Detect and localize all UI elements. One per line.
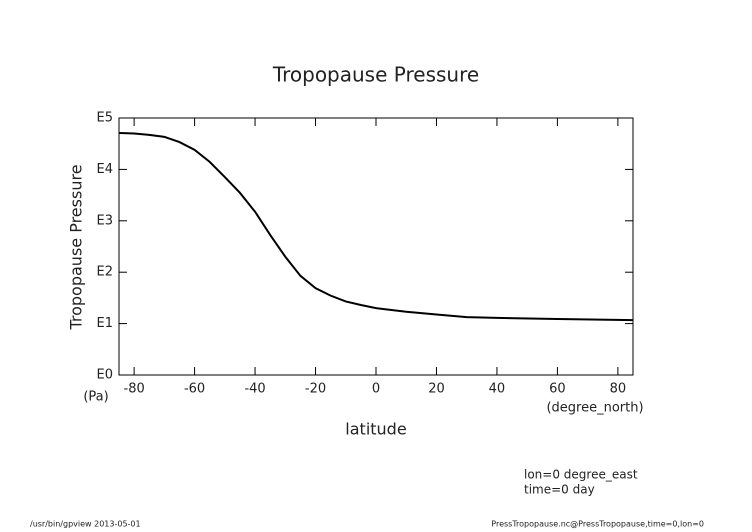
- x-tick-label: -40: [244, 382, 265, 397]
- x-tick-label: 60: [549, 382, 566, 397]
- y-tick-label: E0: [97, 368, 114, 383]
- footer-left: /usr/bin/gpview 2013-05-01: [30, 520, 141, 529]
- x-tick-label: -60: [184, 382, 205, 397]
- x-tick-label: 40: [489, 382, 506, 397]
- y-unit: (Pa): [83, 390, 108, 405]
- plot-frame: [118, 117, 634, 376]
- y-tick-label: E2: [97, 265, 114, 280]
- x-unit: (degree_north): [546, 401, 643, 416]
- annotation: time=0 day: [524, 483, 595, 497]
- x-tick-label: 80: [610, 382, 627, 397]
- chart-title: Tropopause Pressure: [272, 63, 479, 87]
- y-tick-label: E5: [97, 111, 114, 126]
- footer-right: PressTropopause.nc@PressTropopause,time=…: [491, 520, 704, 529]
- x-tick-label: -20: [305, 382, 326, 397]
- x-tick-label: 0: [372, 382, 380, 397]
- y-tick-label: E3: [97, 213, 114, 228]
- x-tick-label: -80: [124, 382, 145, 397]
- x-tick-label: 20: [428, 382, 445, 397]
- y-tick-label: E4: [97, 162, 114, 177]
- y-tick-label: E1: [97, 316, 114, 331]
- line-series: [118, 132, 634, 322]
- annotation: lon=0 degree_east: [524, 468, 638, 482]
- y-axis-label: Tropopause Pressure: [67, 164, 86, 330]
- x-axis-label: latitude: [345, 420, 406, 439]
